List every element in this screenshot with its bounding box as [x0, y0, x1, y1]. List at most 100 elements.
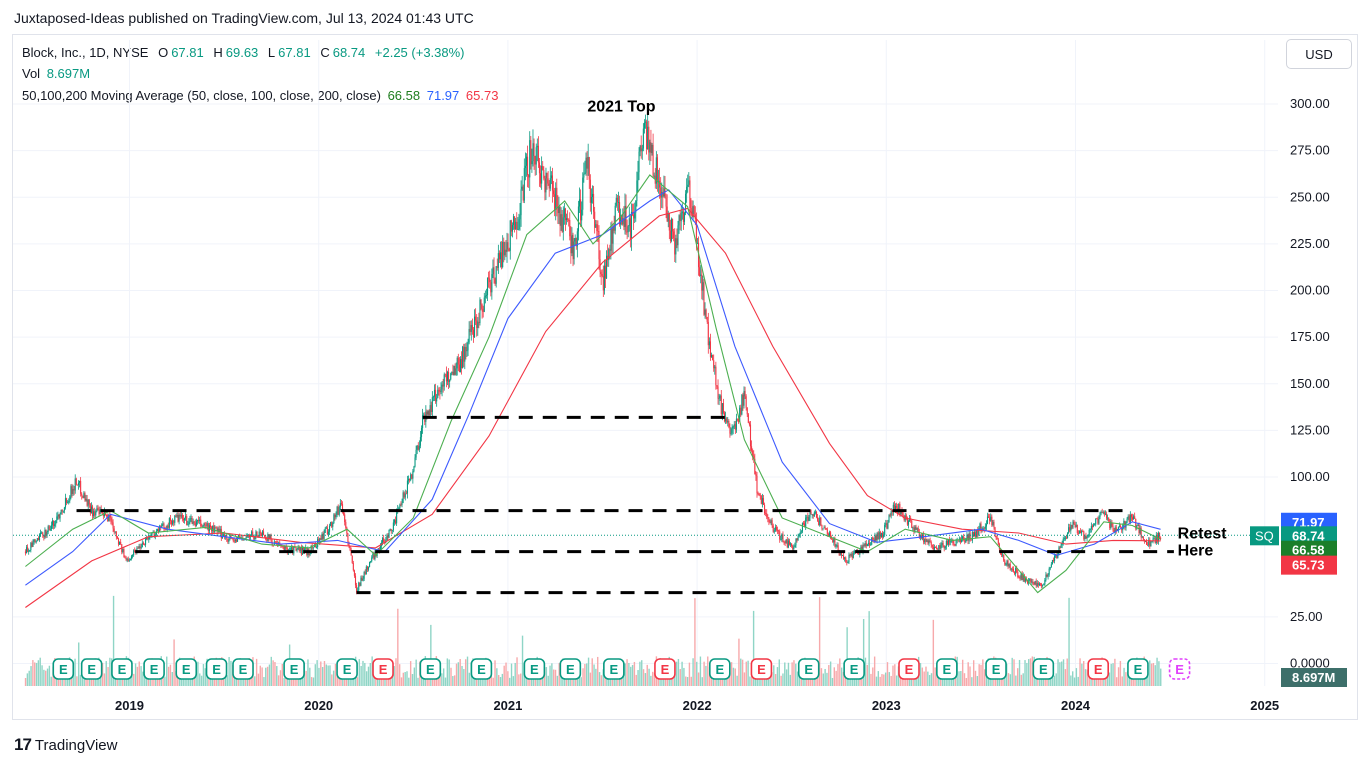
candle-body: [1092, 524, 1095, 527]
volume-bar: [136, 666, 139, 686]
candle-body: [412, 471, 414, 479]
ma-label[interactable]: 50,100,200 Moving Average (50, close, 10…: [22, 88, 381, 103]
earnings-icon: E: [898, 658, 920, 680]
candle-body: [234, 539, 236, 542]
volume-bar: [332, 670, 335, 686]
earnings-icon: E: [1032, 658, 1055, 680]
candle-body: [580, 199, 582, 221]
candle-body: [417, 445, 419, 450]
candle-body: [339, 503, 341, 507]
candle-body: [764, 504, 766, 514]
volume-bar: [100, 673, 102, 686]
earnings-icon: E: [985, 658, 1007, 680]
candle-body: [971, 532, 973, 541]
candle-body: [458, 364, 460, 372]
candle-body: [1128, 516, 1130, 523]
earnings-icon: E: [1127, 658, 1149, 680]
candle-body: [973, 532, 976, 537]
candle-body: [800, 531, 802, 533]
x-tick-label: 2024: [1061, 698, 1091, 713]
candle-body: [481, 304, 483, 309]
volume-bar: [927, 671, 929, 686]
x-tick-label: 2019: [115, 698, 144, 713]
volume-bar: [1061, 661, 1063, 686]
volume-bar: [873, 656, 876, 686]
candle-body: [435, 389, 437, 402]
candle-body: [414, 457, 416, 467]
volume-bar: [921, 667, 924, 686]
candle-body: [670, 218, 673, 241]
candle-body: [1104, 513, 1106, 515]
candle-body: [1097, 518, 1099, 524]
volume-bar: [309, 667, 311, 686]
candle-body: [43, 535, 45, 538]
candle-body: [93, 511, 95, 517]
candle-body: [1044, 580, 1046, 585]
candle-body: [356, 585, 358, 593]
candle-body: [744, 390, 746, 397]
candle-body: [207, 523, 209, 531]
earnings-icon: E: [336, 658, 358, 680]
candle-body: [653, 175, 655, 177]
candle-body: [779, 531, 781, 540]
candle-body: [331, 522, 333, 527]
volume-bar: [925, 666, 927, 686]
candle-body: [515, 221, 517, 230]
volume-bar: [272, 660, 274, 686]
candle-body: [585, 157, 587, 173]
candle-body: [685, 193, 687, 213]
volume-bar: [1160, 668, 1162, 686]
candle-body: [543, 170, 545, 179]
candle-body: [609, 249, 611, 251]
volume-bar: [270, 656, 272, 686]
candle-body: [682, 211, 684, 222]
candle-body: [843, 555, 845, 559]
volume-bar: [1138, 673, 1140, 686]
candle-body: [419, 437, 421, 446]
chart-frame[interactable]: [12, 34, 1358, 720]
currency-button[interactable]: USD: [1286, 39, 1352, 69]
earnings-icon: E: [111, 658, 133, 680]
candle-body: [823, 527, 825, 529]
tradingview-logo[interactable]: 17 TradingView: [14, 735, 117, 755]
candle-body: [589, 179, 591, 203]
candle-body: [769, 522, 771, 523]
volume-bar: [565, 676, 568, 686]
candle-body: [555, 187, 557, 210]
candle-body: [841, 555, 844, 557]
candle-body: [531, 161, 533, 165]
volume-bar: [641, 660, 643, 686]
candle-body: [403, 492, 405, 498]
candle-body: [845, 557, 847, 563]
volume-bar: [872, 667, 874, 686]
volume-bar: [701, 677, 703, 686]
candle-body: [34, 539, 36, 542]
candle-body: [965, 538, 967, 543]
candle-body: [759, 494, 761, 496]
candle-body: [986, 516, 989, 524]
candle-body: [341, 504, 344, 511]
price-tag-box: [1281, 540, 1337, 560]
earnings-icon: E: [80, 658, 103, 680]
volume-bar: [877, 671, 880, 686]
volume-bar: [1070, 675, 1072, 686]
candle-body: [581, 209, 583, 221]
candle-body: [992, 521, 994, 525]
symbol-name[interactable]: Block, Inc., 1D, NYSE: [22, 45, 149, 60]
candle-body: [952, 539, 954, 544]
candle-body: [58, 514, 60, 519]
volume-bar: [644, 673, 647, 686]
candle-body: [1036, 583, 1038, 587]
candle-body: [979, 523, 981, 529]
volume-bar: [1072, 671, 1074, 686]
candle-body: [284, 545, 286, 551]
candle-body: [521, 186, 523, 190]
candle-body: [1062, 538, 1064, 544]
candle-body: [477, 321, 479, 328]
candle-body: [444, 374, 446, 376]
candle-body: [537, 145, 539, 163]
volume-bar: [133, 673, 135, 686]
volume-label[interactable]: Vol: [22, 66, 41, 81]
volume-bar: [833, 667, 836, 686]
